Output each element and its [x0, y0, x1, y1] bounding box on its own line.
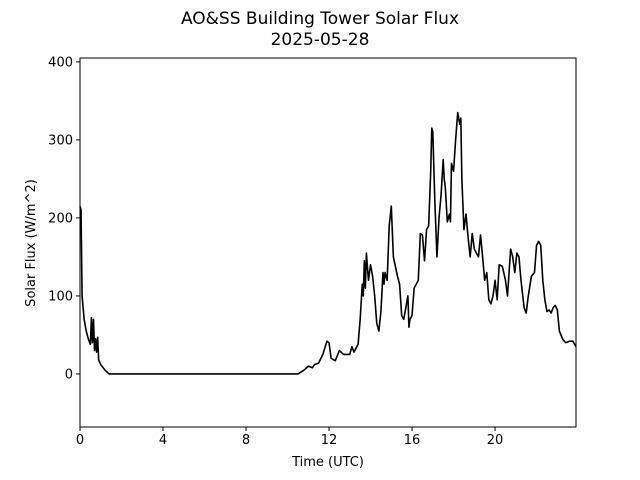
- x-tick-label: 20: [487, 433, 504, 448]
- x-tick-label: 4: [159, 433, 167, 448]
- y-tick-label: 0: [65, 367, 73, 382]
- x-tick-label: 0: [76, 433, 84, 448]
- chart-subtitle: 2025-05-28: [271, 30, 370, 50]
- y-tick-label: 300: [48, 133, 73, 148]
- y-tick-label: 400: [48, 55, 73, 70]
- x-tick-label: 12: [321, 433, 338, 448]
- chart-title: AO&SS Building Tower Solar Flux: [181, 9, 459, 29]
- x-tick-label: 16: [404, 433, 421, 448]
- line: [79, 111, 577, 375]
- y-axis-label: Solar Flux (W/m^2): [24, 179, 39, 307]
- y-tick-label: 100: [48, 289, 73, 304]
- x-tick-label: 8: [242, 433, 250, 448]
- plot-frame: [79, 57, 577, 428]
- y-tick-label: 200: [48, 211, 73, 226]
- x-axis-label: Time (UTC): [291, 455, 364, 470]
